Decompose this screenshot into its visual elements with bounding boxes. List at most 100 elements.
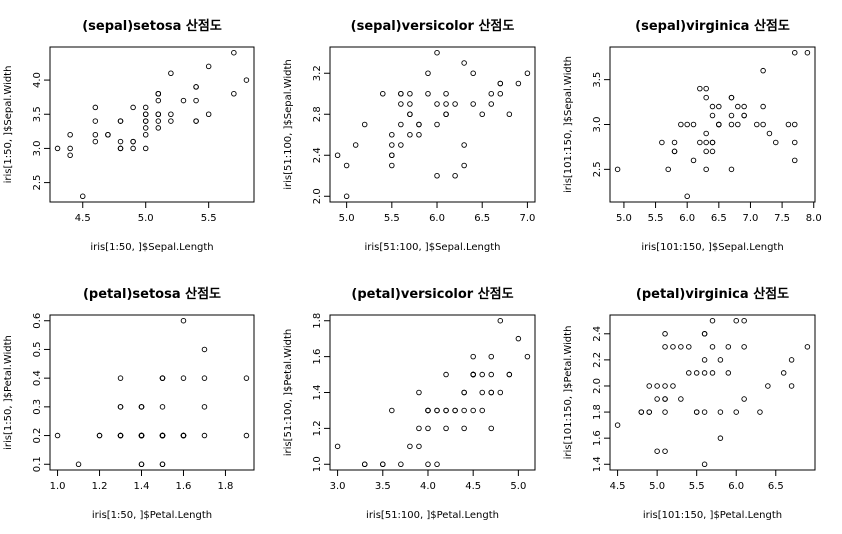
x-tick-label: 6.0 <box>728 481 744 492</box>
x-axis-label: iris[1:50, ]$Petal.Length <box>92 510 212 521</box>
data-point <box>416 443 422 450</box>
x-tick-label: 7.0 <box>743 213 759 224</box>
data-point <box>407 111 413 117</box>
data-point <box>716 121 722 128</box>
data-point <box>703 94 709 101</box>
data-point <box>142 132 149 138</box>
data-point <box>398 142 404 148</box>
data-point <box>343 162 350 169</box>
data-point <box>205 111 212 117</box>
data-point <box>461 60 467 66</box>
y-tick-label: 3.0 <box>32 140 43 156</box>
data-point <box>760 121 766 128</box>
x-tick-label: 6.5 <box>768 481 784 492</box>
x-tick-label: 4.5 <box>75 213 91 224</box>
data-point <box>201 346 208 353</box>
data-point <box>497 317 504 324</box>
data-point <box>443 90 449 97</box>
scatter-panel: (sepal)versicolor 산점도 5.0 5.5 6.0 6.5 7.0 2.0 2… <box>283 18 536 253</box>
data-point <box>741 317 747 324</box>
plot-frame <box>609 314 816 471</box>
data-point <box>717 357 724 363</box>
scatter-panel: (petal)virginica 산점도 4.5 5.0 5.5 6.0 6.5 1.4 1.… <box>563 286 816 521</box>
y-tick-label: 3.0 <box>592 117 603 133</box>
data-point <box>142 118 149 124</box>
x-tick-label: 5.5 <box>648 213 664 224</box>
panel-title: (petal)setosa 산점도 <box>83 286 221 302</box>
x-tick-label: 1.4 <box>134 481 150 492</box>
x-tick-label: 8.0 <box>806 213 822 224</box>
data-point <box>488 425 495 432</box>
panel-title: (petal)versicolor 산점도 <box>351 286 513 302</box>
data-point <box>678 121 684 128</box>
data-point <box>488 353 495 360</box>
x-tick-label: 6.5 <box>474 213 490 224</box>
data-point <box>352 142 359 148</box>
panel-title: (sepal)virginica 산점도 <box>635 18 790 34</box>
data-point <box>159 432 166 439</box>
scatter-panel: (petal)versicolor 산점도 3.0 3.5 4.0 4.5 5.0 1.0 1… <box>283 286 536 521</box>
x-tick-label: 4.0 <box>420 481 436 492</box>
data-point <box>709 317 716 324</box>
data-point <box>201 404 208 410</box>
data-point <box>92 104 99 111</box>
data-point <box>407 443 413 450</box>
data-point <box>773 139 779 146</box>
plot-frame <box>49 314 255 471</box>
x-axis-label: iris[1:50, ]$Sepal.Length <box>90 242 213 253</box>
data-point <box>389 152 395 159</box>
data-point <box>243 432 250 439</box>
x-tick-label: 3.0 <box>330 481 346 492</box>
data-point <box>735 121 741 128</box>
data-point <box>488 90 495 97</box>
data-point <box>180 375 187 381</box>
data-point <box>461 389 467 396</box>
data-point <box>67 145 73 152</box>
data-point <box>693 409 700 415</box>
data-point <box>470 70 476 76</box>
y-tick-label: 0.3 <box>32 399 43 415</box>
data-point <box>117 404 124 410</box>
data-point <box>670 344 676 350</box>
data-point <box>201 375 208 381</box>
data-point <box>389 132 395 138</box>
data-point <box>703 85 709 92</box>
data-point <box>168 118 174 124</box>
data-point <box>407 132 413 138</box>
y-tick-label: 3.2 <box>312 65 323 81</box>
data-point <box>690 121 697 128</box>
data-point <box>243 77 250 83</box>
data-point <box>741 112 747 119</box>
data-point <box>142 104 149 111</box>
data-point <box>703 148 709 155</box>
y-tick-label: 1.6 <box>312 349 323 365</box>
y-axis-label: iris[1:50, ]$Petal.Width <box>3 335 14 450</box>
data-point <box>804 344 811 350</box>
data-point <box>205 63 212 70</box>
data-point <box>434 121 440 128</box>
data-point <box>506 111 513 117</box>
data-point <box>416 389 422 396</box>
x-tick-label: 5.5 <box>201 213 217 224</box>
y-tick-label: 0.6 <box>32 313 43 329</box>
data-point <box>407 90 413 97</box>
data-point <box>524 353 531 360</box>
data-point <box>670 383 676 389</box>
x-tick-label: 5.5 <box>689 481 705 492</box>
x-tick-label: 5.0 <box>649 481 665 492</box>
data-point <box>180 317 187 324</box>
data-point <box>130 145 136 152</box>
data-point <box>684 193 690 200</box>
data-point <box>766 130 773 137</box>
data-point <box>54 432 61 439</box>
x-tick-label: 1.8 <box>218 481 234 492</box>
data-point <box>96 432 103 439</box>
data-point <box>662 383 668 389</box>
data-point <box>425 425 431 432</box>
data-point <box>735 103 741 110</box>
x-tick-label: 7.5 <box>774 213 790 224</box>
data-point <box>361 121 368 128</box>
data-point <box>142 145 149 152</box>
data-point <box>678 396 684 402</box>
data-point <box>697 139 703 146</box>
